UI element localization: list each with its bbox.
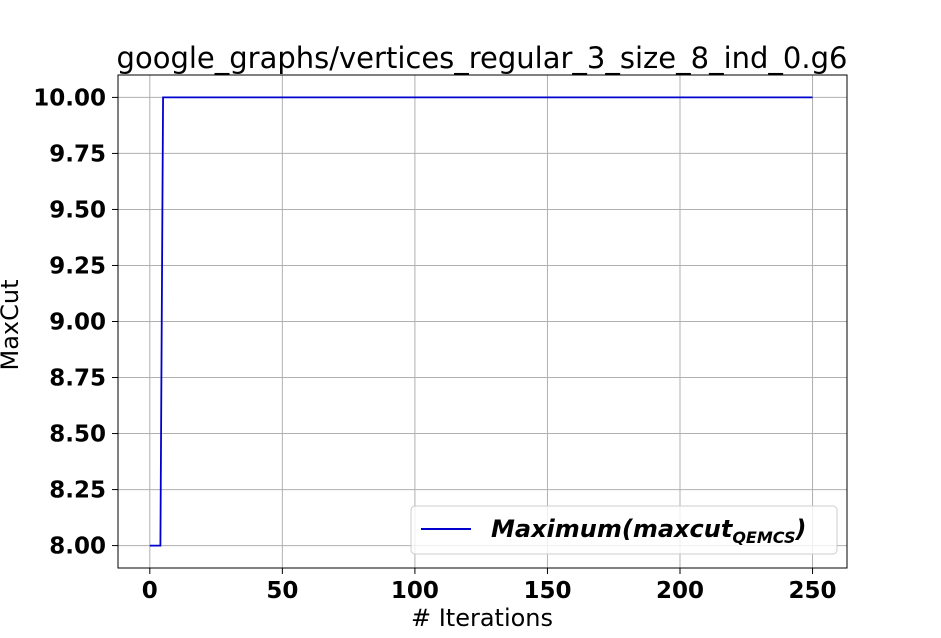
legend: Maximum(maxcutQEMCS) bbox=[410, 505, 838, 555]
y-tick-label: 8.50 bbox=[49, 422, 106, 448]
legend-label: Maximum(maxcutQEMCS) bbox=[491, 515, 806, 547]
x-tick-label: 250 bbox=[789, 578, 837, 604]
legend-box bbox=[410, 505, 838, 555]
x-axis-label: # Iterations bbox=[411, 604, 553, 632]
y-tick-label: 8.00 bbox=[49, 534, 106, 560]
axis-ticks: 0 50 100 150 200 250 8.00 8.25 8.50 8.75 9.00 9.25 9… bbox=[33, 85, 836, 604]
y-tick-label: 8.25 bbox=[49, 478, 106, 504]
chart-title: google_graphs/vertices_regular_3_size_8_… bbox=[117, 41, 848, 75]
y-tick-label: 8.75 bbox=[49, 366, 106, 392]
x-tick-label: 150 bbox=[523, 578, 571, 604]
series-line bbox=[149, 96, 813, 547]
x-tick-label: 100 bbox=[391, 578, 439, 604]
x-tick-label: 200 bbox=[656, 578, 704, 604]
y-tick-label: 10.00 bbox=[33, 85, 106, 111]
y-axis-label: MaxCut bbox=[0, 280, 24, 371]
x-tick-label: 0 bbox=[142, 578, 158, 604]
y-tick-label: 9.50 bbox=[49, 197, 106, 223]
series-layer bbox=[149, 96, 813, 547]
legend-label-main: Maximum(maxcut bbox=[491, 515, 734, 543]
y-tick-label: 9.00 bbox=[49, 310, 106, 336]
y-tick-label: 9.25 bbox=[49, 253, 106, 279]
x-tick-label: 50 bbox=[266, 578, 298, 604]
legend-label-subscript: QEMCS bbox=[732, 528, 795, 547]
legend-label-suffix: ) bbox=[794, 515, 806, 543]
grid-lines bbox=[118, 75, 847, 568]
y-tick-label: 9.75 bbox=[49, 141, 106, 167]
